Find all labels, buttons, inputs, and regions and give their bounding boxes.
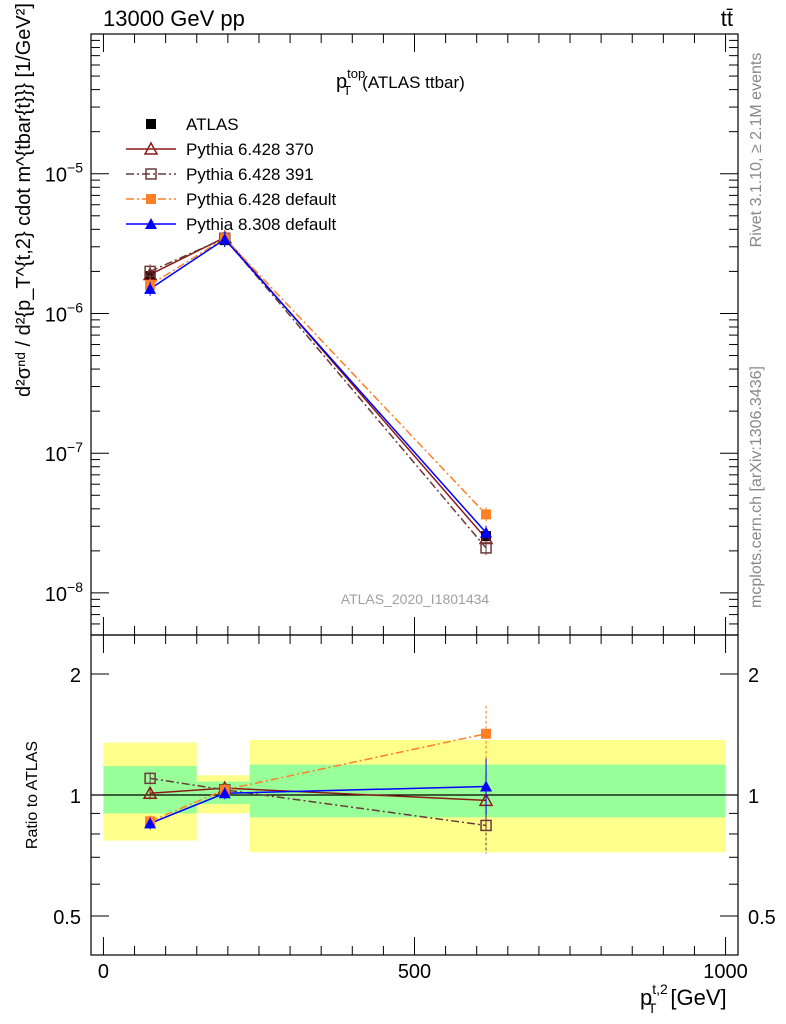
x-axis-label-main: p bbox=[640, 985, 652, 1010]
ratio-point-0-0 bbox=[142, 785, 158, 800]
legend-label-0: ATLAS bbox=[186, 115, 239, 134]
x-axis-label: pt,2 T [GeV] bbox=[640, 981, 727, 1016]
ratio-y-tick-label-right-1: 1 bbox=[748, 786, 759, 808]
mcplots-reference-label: mcplots.cern.ch [arXiv:1306.3436] bbox=[748, 366, 765, 608]
main-y-tick-label-exp-2: −7 bbox=[67, 439, 83, 455]
ratio-panel-axes: 0.5 0.5 1 1 2 2 0 500 1000 bbox=[53, 634, 776, 983]
plot-title-main: p bbox=[336, 71, 347, 93]
legend-label-4: Pythia 8.308 default bbox=[186, 215, 337, 234]
legend-label-2: Pythia 6.428 391 bbox=[186, 165, 314, 184]
analysis-watermark: ATLAS_2020_I1801434 bbox=[341, 591, 490, 607]
plot-title: ptop T (ATLAS ttbar) bbox=[336, 66, 465, 98]
ratio-point-2-2 bbox=[481, 728, 492, 739]
legend-label-3: Pythia 6.428 default bbox=[186, 190, 337, 209]
rivet-version-label: Rivet 3.1.10, ≥ 2.1M events bbox=[748, 53, 765, 248]
main-point-2-2 bbox=[480, 542, 492, 554]
legend-marker-4 bbox=[145, 218, 157, 229]
x-tick-label-1: 500 bbox=[398, 961, 431, 983]
main-y-tick-label-base-0: 10 bbox=[45, 165, 67, 187]
legend-marker-3 bbox=[146, 194, 156, 204]
ratio-point-3-1 bbox=[218, 787, 231, 799]
main-y-axis-label: d²σⁿᵈ / d²{p_T^{t,2} cdot m^{tbar{t}}} [… bbox=[13, 3, 35, 397]
ratio-uncertainty-bands bbox=[91, 740, 738, 853]
legend-marker-0 bbox=[146, 119, 156, 129]
legend-label-1: Pythia 6.428 370 bbox=[186, 140, 314, 159]
main-y-tick-label-exp-3: −8 bbox=[67, 579, 83, 595]
ratio-y-tick-label-right-2: 2 bbox=[748, 665, 759, 687]
main-series-line-2 bbox=[149, 237, 487, 549]
main-series-line-1 bbox=[149, 236, 487, 540]
main-point-2-0 bbox=[144, 265, 156, 278]
ratio-point-1-0 bbox=[144, 772, 156, 785]
legend-marker-1 bbox=[143, 141, 159, 155]
main-y-tick-label-2: 10−7 bbox=[45, 439, 83, 466]
ratio-y-tick-label-right-0: 0.5 bbox=[748, 907, 776, 929]
legend-marker-2 bbox=[145, 168, 157, 180]
main-y-tick-label-0: 10−5 bbox=[45, 160, 83, 187]
ratio-y-tick-label-left-0: 0.5 bbox=[53, 907, 81, 929]
main-point-4-2 bbox=[480, 526, 493, 538]
main-series-line-3 bbox=[149, 237, 487, 515]
main-series-line-4 bbox=[149, 238, 487, 534]
main-point-4-0 bbox=[144, 282, 157, 294]
main-y-tick-label-base-3: 10 bbox=[45, 584, 67, 606]
main-point-3-2 bbox=[481, 509, 492, 520]
x-axis-label-sup: t,2 bbox=[652, 981, 668, 997]
ratio-y-axis-label: Ratio to ATLAS bbox=[24, 741, 41, 849]
main-y-tick-label-exp-1: −6 bbox=[67, 299, 83, 315]
plot-title-sub: T bbox=[343, 83, 351, 98]
header-process-label: tt̄ bbox=[721, 6, 733, 31]
ratio-point-3-2 bbox=[480, 780, 493, 792]
ratio-y-tick-label-left-2: 2 bbox=[70, 665, 81, 687]
x-axis-label-suffix: [GeV] bbox=[670, 985, 726, 1010]
main-point-4-1 bbox=[218, 233, 231, 245]
x-tick-label-0: 0 bbox=[98, 961, 109, 983]
ratio-y-tick-label-left-1: 1 bbox=[70, 786, 81, 808]
ratio-point-3-0 bbox=[144, 817, 157, 829]
plot-title-suffix: (ATLAS ttbar) bbox=[362, 73, 465, 92]
main-y-tick-label-base-1: 10 bbox=[45, 304, 67, 326]
main-y-tick-label-exp-0: −5 bbox=[67, 160, 83, 176]
x-tick-label-2: 1000 bbox=[703, 961, 748, 983]
main-y-tick-label-1: 10−6 bbox=[45, 299, 83, 326]
header-energy-label: 13000 GeV pp bbox=[103, 6, 245, 31]
main-series-lines bbox=[149, 236, 487, 549]
ratio-point-1-2 bbox=[480, 819, 492, 832]
legend: ATLAS Pythia 6.428 370 Pythia 6.428 391 Pyt… bbox=[126, 115, 337, 234]
ratio-series-markers bbox=[142, 705, 494, 854]
plot-title-sup: top bbox=[347, 66, 365, 81]
main-y-tick-label-base-2: 10 bbox=[45, 444, 67, 466]
x-axis-label-sub: T bbox=[648, 1000, 657, 1016]
main-series-markers bbox=[142, 229, 494, 555]
main-y-tick-label-3: 10−8 bbox=[45, 579, 83, 606]
